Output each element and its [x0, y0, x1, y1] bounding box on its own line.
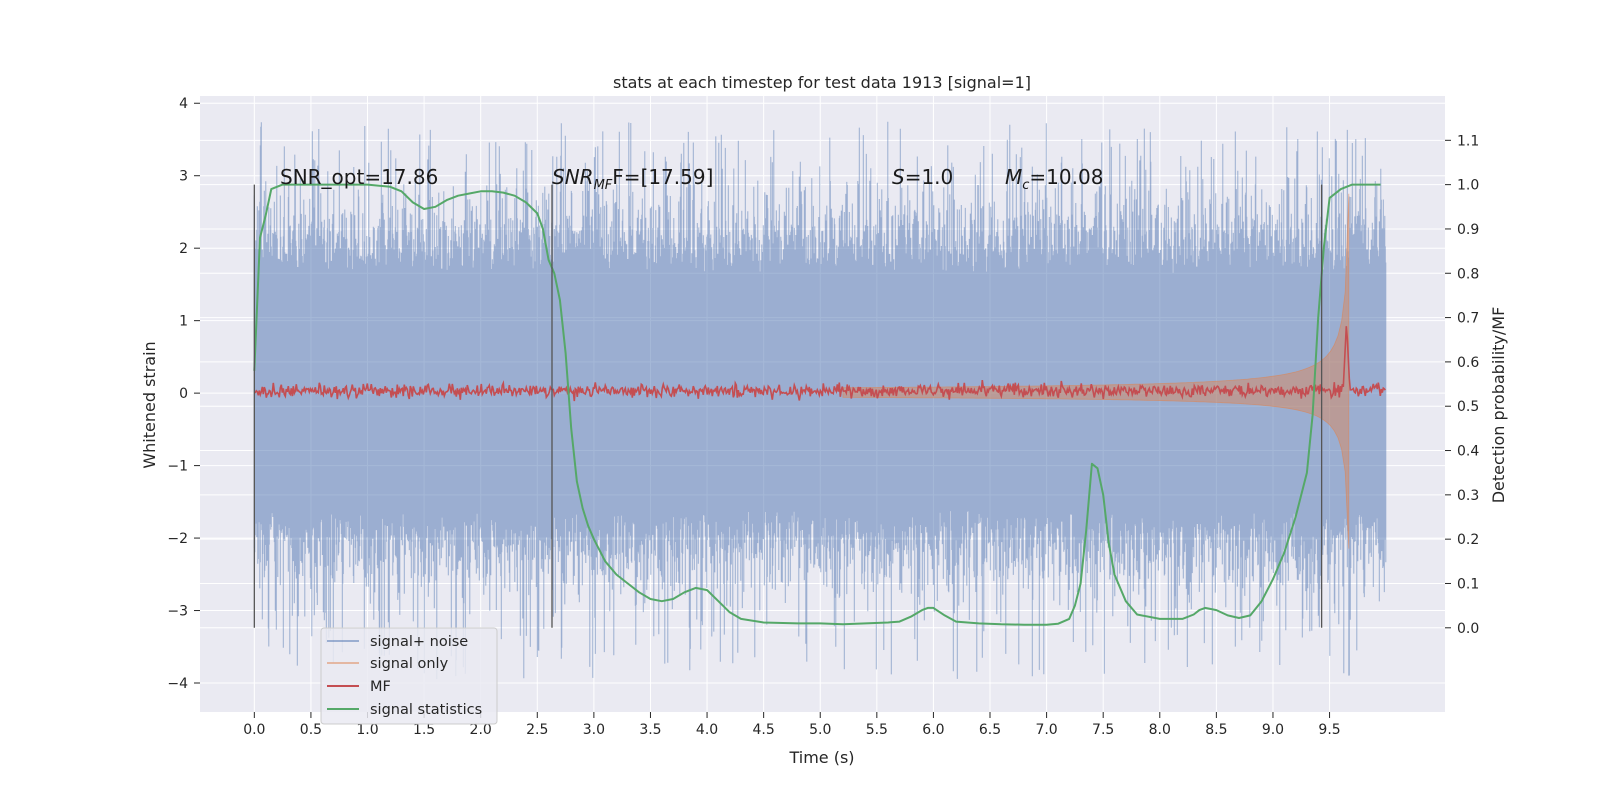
y2-tick-label: 0.2	[1457, 532, 1479, 548]
legend-label-signal-statistics: signal statistics	[370, 702, 482, 718]
x-tick-label: 1.0	[356, 722, 378, 738]
x-tick-label: 1.5	[413, 722, 435, 738]
y2-tick-label: 0.7	[1457, 311, 1479, 327]
y2-tick-label: 0.9	[1457, 222, 1479, 238]
y-tick-label: −3	[167, 604, 188, 620]
y2-tick-label: 0.0	[1457, 621, 1479, 637]
y-tick-label: −2	[167, 531, 188, 547]
annotation-mc-base: M	[1005, 165, 1022, 189]
series-signal-statistics	[253, 183, 1381, 626]
y2-tick-label: 0.3	[1457, 488, 1479, 504]
x-tick-label: 6.5	[979, 722, 1001, 738]
annotation-snr-mf-base: SNR	[552, 165, 594, 189]
y2-axis-label: Detection probability/MF	[1489, 307, 1508, 504]
x-tick-label: 8.5	[1205, 722, 1227, 738]
y-tick-label: 1	[179, 314, 188, 330]
x-axis-label: Time (s)	[788, 748, 854, 767]
x-tick-label: 7.0	[1035, 722, 1057, 738]
y-axis-label: Whitened strain	[140, 341, 159, 468]
x-tick-label: 6.0	[922, 722, 944, 738]
legend-box	[320, 627, 498, 725]
data-layer	[253, 121, 1387, 680]
y2-tick-label: 0.8	[1457, 266, 1479, 282]
axes: 0.0 0.5 1.0 1.5 2.0 2.5 3.0 3.5 4.0 4.5 5.0 5.5 6.0 6…	[167, 96, 1479, 738]
y-tick-label: 3	[179, 169, 188, 185]
legend-label-signal-noise: signal+ noise	[370, 634, 468, 650]
annotation-mc-sub: c	[1022, 178, 1029, 193]
series-mf	[253, 326, 1386, 402]
legend-label-mf: MF	[370, 679, 391, 695]
annotation-mc: Mc=10.08	[1005, 165, 1103, 193]
x-tick-label: 3.0	[583, 722, 605, 738]
x-tick-label: 3.5	[639, 722, 661, 738]
legend-label-signal-only: signal only	[370, 656, 449, 672]
annotation-s-rest: =1.0	[905, 165, 954, 189]
annotation-s: S=1.0	[892, 165, 953, 189]
chart-title: stats at each timestep for test data 191…	[613, 73, 1031, 92]
x-tick-label: 2.5	[526, 722, 548, 738]
annotation-mc-rest: =10.08	[1029, 165, 1103, 189]
annotations: SNR_opt=17.86 SNRMFF=[17.59] S=1.0 Mc=10…	[280, 165, 1103, 193]
y-tick-label: 4	[179, 96, 188, 112]
x-tick-label: 5.0	[809, 722, 831, 738]
annotation-snr-mf-sub: MF	[594, 178, 613, 193]
legend: signal+ noise signal only MF signal stat…	[320, 627, 498, 725]
x-tick-label: 4.5	[753, 722, 775, 738]
x-tick-label: 7.5	[1092, 722, 1114, 738]
x-tick-label: 2.0	[470, 722, 492, 738]
annotation-s-base: S	[892, 165, 905, 189]
y-tick-label: −1	[167, 459, 188, 475]
y2-tick-label: 1.0	[1457, 178, 1479, 194]
x-tick-label: 0.5	[300, 722, 322, 738]
x-tick-label: 9.0	[1262, 722, 1284, 738]
annotation-snr-mf: SNRMFF=[17.59]	[552, 165, 713, 193]
x-tick-label: 5.5	[866, 722, 888, 738]
y2-tick-label: 0.4	[1457, 444, 1479, 460]
x-tick-label: 4.0	[696, 722, 718, 738]
y2-tick-label: 0.1	[1457, 576, 1479, 592]
annotation-snr-opt: SNR_opt=17.86	[280, 165, 438, 189]
x-tick-label: 0.0	[243, 722, 265, 738]
annotation-snr-mf-rest: F=[17.59]	[612, 165, 713, 189]
vertical-markers	[253, 184, 1323, 628]
x-tick-label: 9.5	[1318, 722, 1340, 738]
y-tick-label: −4	[167, 676, 188, 692]
y2-tick-label: 0.6	[1457, 355, 1479, 371]
y-tick-label: 2	[179, 241, 188, 257]
y2-tick-label: 0.5	[1457, 399, 1479, 415]
y2-tick-label: 1.1	[1457, 133, 1479, 149]
y-tick-label: 0	[179, 386, 188, 402]
x-tick-label: 8.0	[1149, 722, 1171, 738]
